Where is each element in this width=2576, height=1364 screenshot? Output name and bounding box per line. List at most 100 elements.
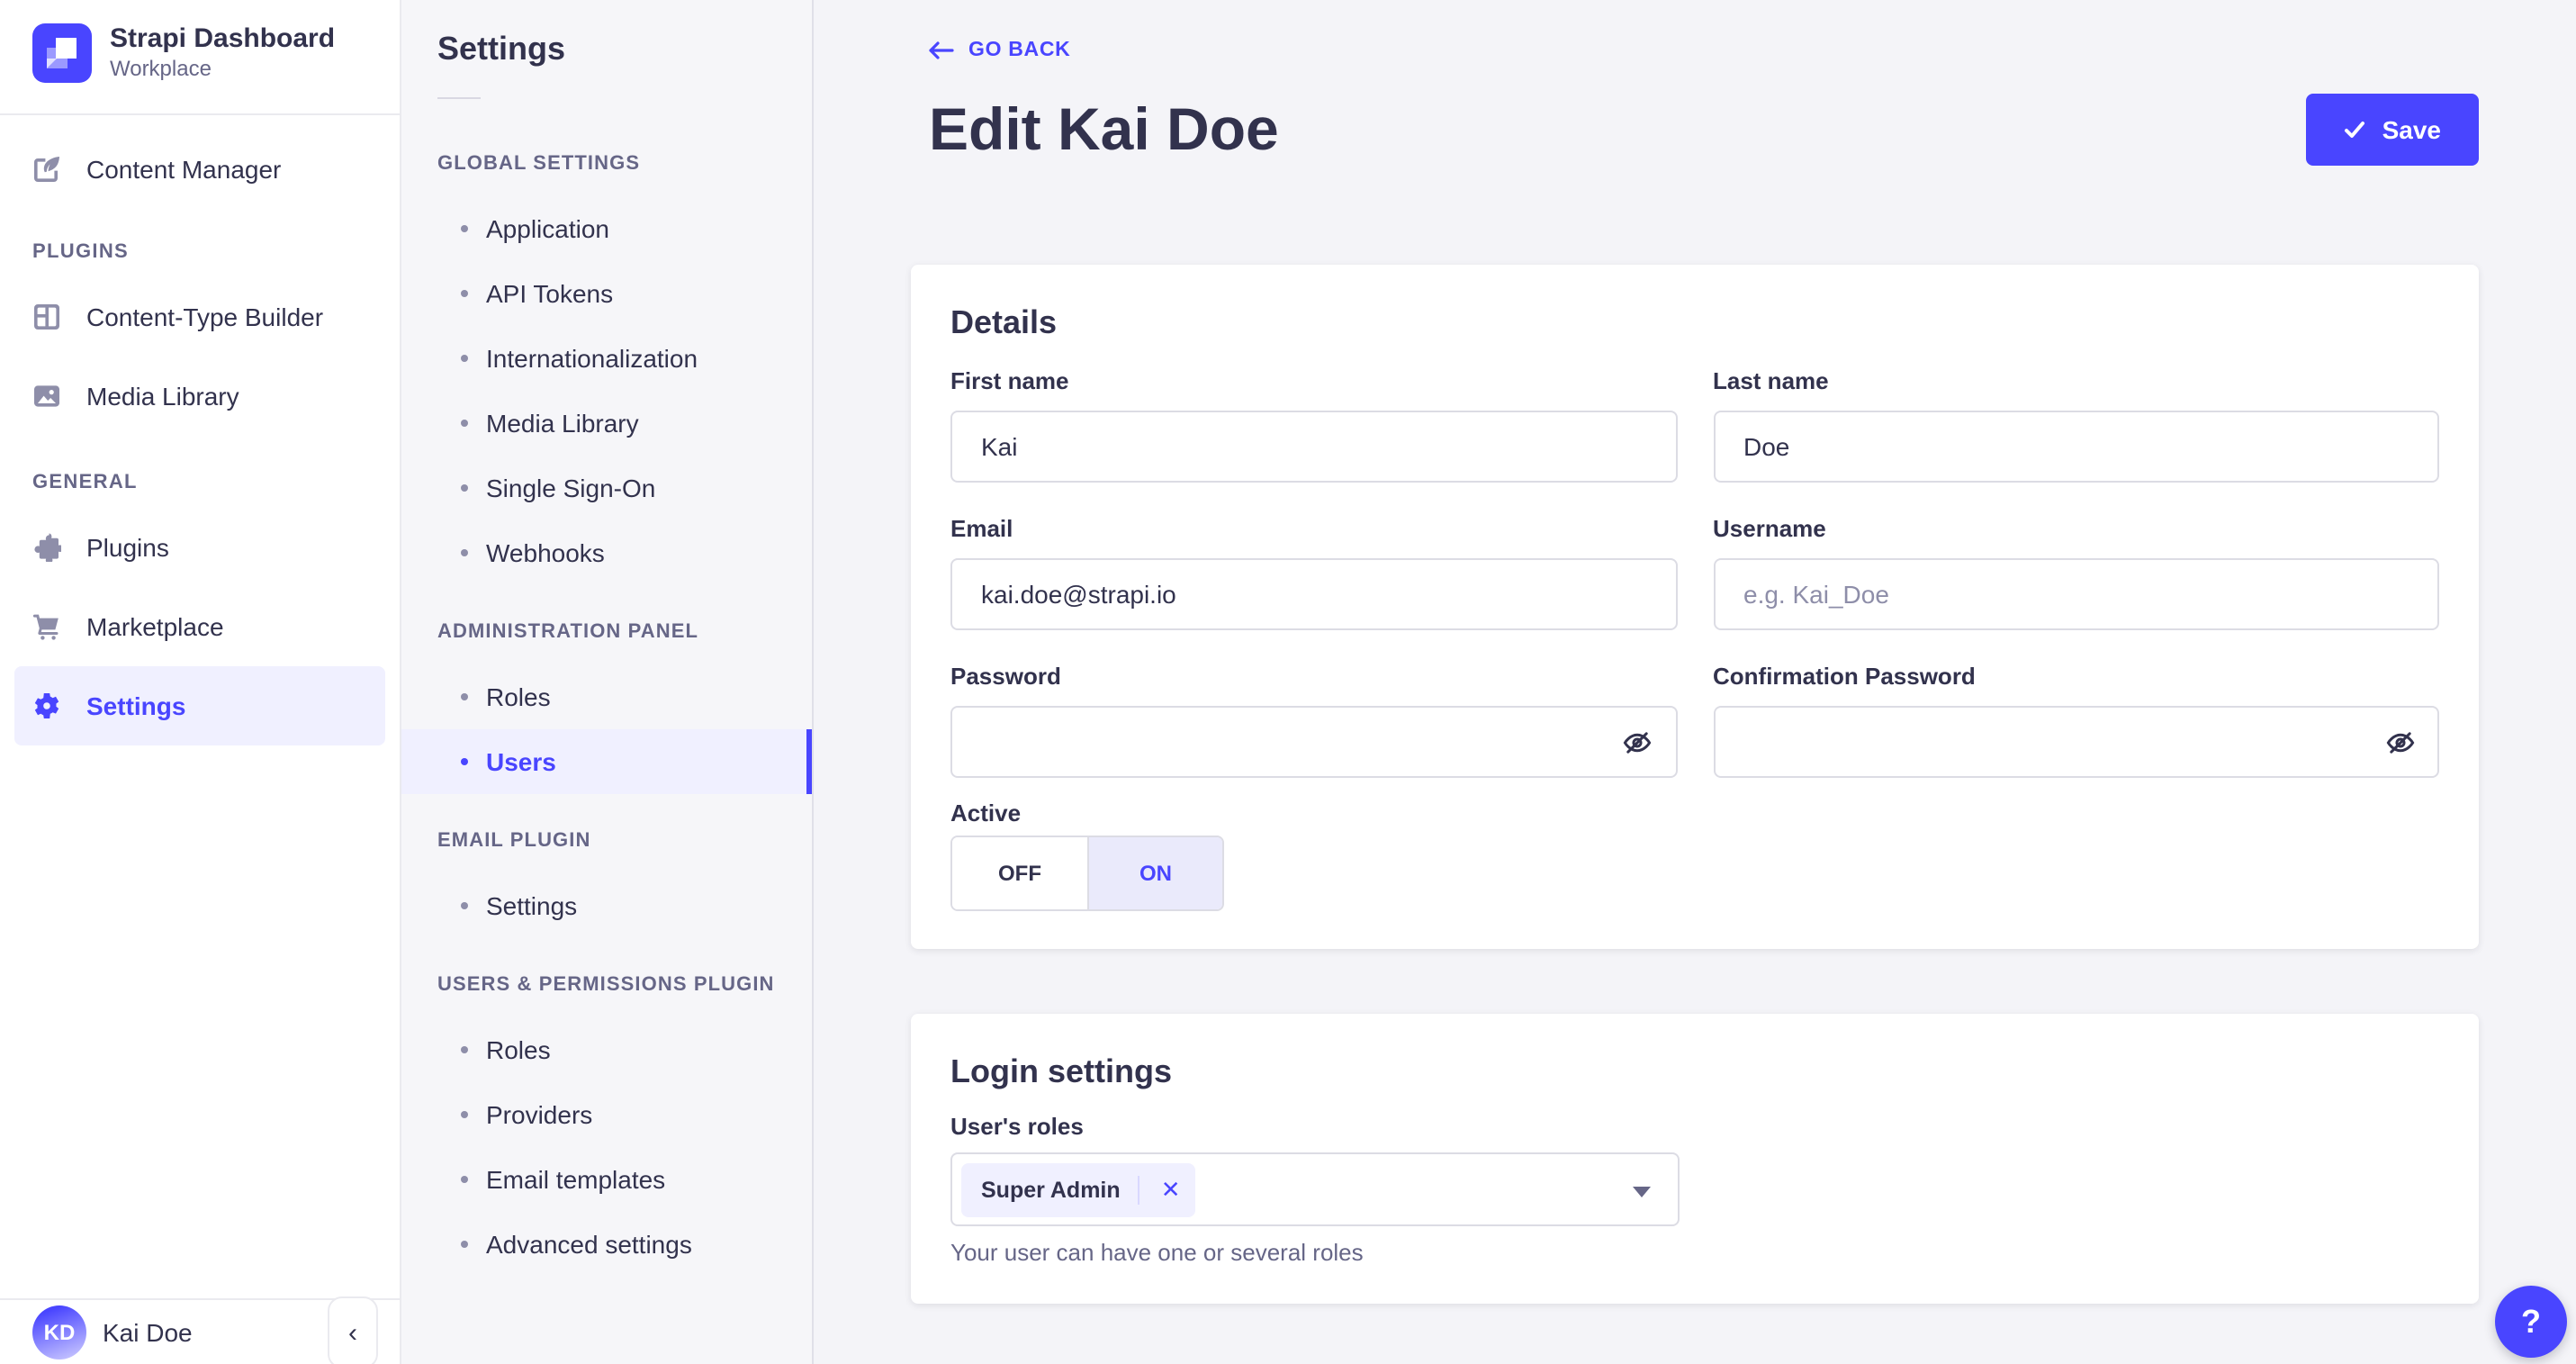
active-toggle-off-button[interactable]: OFF: [952, 837, 1087, 909]
bullet-icon: [461, 758, 468, 765]
bullet-icon: [461, 225, 468, 232]
bullet-icon: [461, 1111, 468, 1118]
bullet-icon: [461, 1241, 468, 1248]
confirmation-password-label: Confirmation Password: [1713, 663, 1976, 690]
caret-down-icon: [1633, 1187, 1651, 1197]
sidebar-item-label: Content Manager: [86, 155, 282, 184]
go-back-link[interactable]: GO BACK: [929, 40, 1070, 61]
subnav-item-media-library[interactable]: Media Library: [401, 391, 812, 456]
last-name-label: Last name: [1713, 367, 1829, 394]
collapse-sidebar-button[interactable]: ‹: [328, 1296, 378, 1364]
sidebar-item-media-library[interactable]: Media Library: [14, 357, 385, 436]
shopping-cart-icon: [32, 611, 63, 642]
bullet-icon: [461, 902, 468, 909]
subnav-item-up-advanced-settings[interactable]: Advanced settings: [401, 1212, 812, 1277]
bullet-icon: [461, 484, 468, 492]
subnav-section-global-settings: GLOBAL SETTINGS: [437, 153, 641, 175]
sidebar-item-settings[interactable]: Settings: [14, 666, 385, 745]
user-name: Kai Doe: [103, 1318, 193, 1347]
active-label: Active: [950, 799, 1022, 827]
subnav-item-up-roles[interactable]: Roles: [401, 1017, 812, 1082]
save-button[interactable]: Save: [2306, 94, 2479, 166]
active-toggle-on-button[interactable]: ON: [1087, 837, 1222, 909]
password-label: Password: [950, 663, 1061, 690]
sidebar-item-label: Media Library: [86, 382, 239, 411]
sidebar-item-marketplace[interactable]: Marketplace: [14, 587, 385, 666]
confirmation-password-field-group: Confirmation Password: [1713, 663, 2439, 778]
user-roles-label: User's roles: [950, 1113, 1084, 1140]
remove-role-button[interactable]: ✕: [1153, 1168, 1189, 1211]
roles-helper-text: Your user can have one or several roles: [950, 1239, 1364, 1266]
bullet-icon: [461, 1176, 468, 1183]
subnav-item-single-sign-on[interactable]: Single Sign-On: [401, 456, 812, 520]
first-name-input[interactable]: [950, 411, 1677, 483]
user-roles-select[interactable]: Super Admin ✕: [950, 1152, 1680, 1226]
subnav-item-email-settings[interactable]: Settings: [401, 873, 812, 938]
toggle-password-visibility-button[interactable]: [1605, 713, 1670, 771]
eye-off-icon: [2384, 727, 2415, 757]
subnav-item-application[interactable]: Application: [401, 196, 812, 261]
x-icon: ✕: [1160, 1175, 1181, 1202]
sidebar-divider: [0, 113, 400, 115]
last-name-input[interactable]: [1713, 411, 2439, 483]
email-label: Email: [950, 515, 1013, 542]
bullet-icon: [461, 1046, 468, 1053]
sidebar-section-general: GENERAL: [32, 472, 138, 493]
subnav-item-admin-roles[interactable]: Roles: [401, 664, 812, 729]
subnav-item-api-tokens[interactable]: API Tokens: [401, 261, 812, 326]
help-button[interactable]: ?: [2495, 1286, 2567, 1358]
username-field-group: Username: [1713, 515, 2439, 630]
first-name-field-group: First name: [950, 367, 1677, 483]
workspace-name: Workplace: [110, 56, 212, 81]
arrow-left-icon: [929, 41, 954, 59]
role-chip-super-admin: Super Admin ✕: [961, 1162, 1196, 1216]
main-sidebar: Strapi Dashboard Workplace Content Manag…: [0, 0, 401, 1364]
sidebar-item-plugins[interactable]: Plugins: [14, 508, 385, 587]
user-avatar: KD: [32, 1305, 86, 1359]
main-content: GO BACK Edit Kai Doe Save Details First …: [814, 0, 2576, 1364]
sidebar-section-plugins: PLUGINS: [32, 241, 130, 263]
sidebar-item-content-manager[interactable]: Content Manager: [14, 130, 385, 209]
toggle-confirmation-password-visibility-button[interactable]: [2367, 713, 2432, 771]
password-field-group: Password: [950, 663, 1677, 778]
confirmation-password-input[interactable]: [1713, 706, 2439, 778]
sidebar-item-label: Marketplace: [86, 612, 224, 641]
active-toggle: OFF ON: [950, 836, 1224, 911]
password-input[interactable]: [950, 706, 1677, 778]
layout-grid-icon: [32, 302, 63, 332]
email-input[interactable]: [950, 558, 1677, 630]
username-label: Username: [1713, 515, 1826, 542]
question-mark-icon: ?: [2521, 1303, 2541, 1339]
email-field-group: Email: [950, 515, 1677, 630]
last-name-field-group: Last name: [1713, 367, 2439, 483]
chevron-left-icon: ‹: [348, 1317, 357, 1348]
subnav-section-administration-panel: ADMINISTRATION PANEL: [437, 621, 699, 643]
bullet-icon: [461, 420, 468, 427]
bullet-icon: [461, 549, 468, 556]
sidebar-item-label: Settings: [86, 691, 186, 720]
sidebar-item-content-type-builder[interactable]: Content-Type Builder: [14, 277, 385, 357]
details-card: Details First name Last name Email: [911, 265, 2479, 949]
check-icon: [2345, 119, 2366, 140]
first-name-label: First name: [950, 367, 1069, 394]
sidebar-footer: KD Kai Doe ‹: [0, 1296, 400, 1364]
workspace-brand[interactable]: Strapi Dashboard Workplace: [0, 0, 400, 83]
bullet-icon: [461, 355, 468, 362]
settings-subnav: Settings GLOBAL SETTINGS Application API…: [401, 0, 814, 1364]
subnav-item-up-providers[interactable]: Providers: [401, 1082, 812, 1147]
details-card-title: Details: [950, 304, 1058, 340]
username-input[interactable]: [1713, 558, 2439, 630]
subnav-item-webhooks[interactable]: Webhooks: [401, 520, 812, 585]
login-settings-title: Login settings: [950, 1053, 1172, 1089]
role-chip-label: Super Admin: [981, 1177, 1121, 1202]
sidebar-item-label: Content-Type Builder: [86, 303, 324, 331]
subnav-section-email-plugin: EMAIL PLUGIN: [437, 830, 591, 852]
picture-icon: [32, 381, 63, 411]
subnav-item-up-email-templates[interactable]: Email templates: [401, 1147, 812, 1212]
active-field-group: Active OFF ON: [950, 799, 2439, 911]
subnav-item-internationalization[interactable]: Internationalization: [401, 326, 812, 391]
puzzle-icon: [32, 532, 63, 563]
subnav-item-admin-users[interactable]: Users: [401, 729, 812, 794]
app-title: Strapi Dashboard: [110, 23, 336, 54]
